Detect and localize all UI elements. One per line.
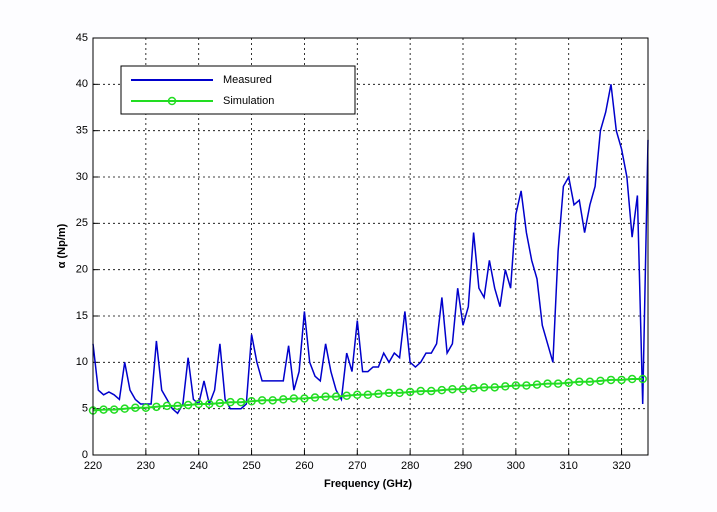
point-marker bbox=[448, 384, 457, 394]
point-marker bbox=[374, 389, 383, 399]
y-tick-label: 40 bbox=[76, 78, 88, 90]
point-marker bbox=[205, 399, 214, 409]
point-marker bbox=[596, 376, 605, 386]
y-tick-label: 20 bbox=[76, 264, 88, 276]
point-marker bbox=[427, 386, 436, 396]
point-marker bbox=[162, 401, 172, 411]
point-marker bbox=[300, 394, 309, 403]
point-marker bbox=[395, 388, 404, 398]
x-tick-label: 260 bbox=[295, 460, 313, 472]
point-marker bbox=[120, 404, 129, 413]
point-marker bbox=[173, 401, 182, 411]
y-axis-label: α (Np/m) bbox=[56, 223, 68, 268]
point-marker bbox=[141, 403, 151, 412]
y-tick-label: 25 bbox=[76, 217, 88, 229]
y-tick-label: 30 bbox=[76, 171, 88, 183]
point-marker bbox=[575, 377, 584, 387]
point-marker bbox=[331, 392, 341, 401]
point-marker bbox=[152, 402, 161, 412]
point-marker bbox=[564, 378, 573, 387]
x-tick-label: 240 bbox=[190, 460, 208, 472]
point-marker bbox=[194, 399, 203, 409]
y-tick-label: 15 bbox=[76, 310, 88, 322]
point-marker bbox=[458, 384, 468, 394]
point-marker bbox=[479, 383, 489, 392]
y-tick-label: 0 bbox=[82, 449, 88, 461]
point-marker bbox=[553, 379, 563, 388]
x-tick-label: 220 bbox=[84, 460, 102, 472]
point-marker bbox=[437, 385, 447, 395]
point-marker bbox=[416, 386, 425, 396]
point-marker bbox=[405, 387, 415, 397]
point-marker bbox=[321, 392, 330, 401]
point-marker bbox=[289, 394, 299, 403]
point-marker bbox=[183, 400, 193, 410]
point-marker bbox=[268, 396, 277, 405]
point-marker bbox=[627, 374, 637, 384]
point-marker bbox=[543, 379, 552, 388]
x-axis-label: Frequency (GHz) bbox=[324, 478, 412, 490]
point-marker bbox=[469, 384, 478, 393]
point-marker bbox=[279, 395, 288, 404]
x-tick-label: 250 bbox=[242, 460, 260, 472]
legend-label: Simulation bbox=[223, 95, 274, 107]
y-tick-label: 10 bbox=[76, 356, 88, 368]
legend-box bbox=[120, 65, 356, 115]
plot-frame bbox=[92, 37, 649, 456]
point-marker bbox=[310, 393, 320, 402]
point-marker bbox=[363, 390, 373, 400]
point-marker bbox=[131, 403, 140, 412]
point-marker bbox=[353, 390, 362, 400]
legend-label: Measured bbox=[223, 74, 272, 86]
x-tick-label: 290 bbox=[454, 460, 472, 472]
y-tick-label: 5 bbox=[82, 403, 88, 415]
series-line bbox=[92, 84, 649, 415]
point-marker bbox=[532, 380, 542, 389]
point-marker bbox=[606, 375, 616, 385]
y-tick-label: 45 bbox=[76, 32, 88, 44]
x-tick-label: 270 bbox=[348, 460, 366, 472]
x-tick-label: 310 bbox=[560, 460, 578, 472]
point-marker bbox=[638, 374, 647, 384]
point-marker bbox=[226, 397, 235, 407]
point-marker bbox=[247, 397, 256, 406]
point-marker bbox=[490, 383, 499, 392]
point-marker bbox=[585, 377, 595, 387]
point-marker bbox=[617, 375, 626, 385]
point-marker bbox=[109, 405, 119, 414]
point-marker bbox=[236, 397, 246, 407]
point-marker bbox=[342, 391, 351, 400]
legend-marker bbox=[167, 96, 177, 106]
point-marker bbox=[522, 381, 531, 390]
point-marker bbox=[511, 381, 521, 390]
x-tick-label: 280 bbox=[401, 460, 419, 472]
point-marker bbox=[257, 396, 267, 405]
point-marker bbox=[215, 398, 225, 408]
x-tick-label: 320 bbox=[612, 460, 630, 472]
point-marker bbox=[501, 382, 510, 391]
point-marker bbox=[99, 405, 108, 414]
x-tick-label: 300 bbox=[507, 460, 525, 472]
y-tick-label: 35 bbox=[76, 125, 88, 137]
point-marker bbox=[384, 388, 394, 398]
x-tick-label: 230 bbox=[137, 460, 155, 472]
